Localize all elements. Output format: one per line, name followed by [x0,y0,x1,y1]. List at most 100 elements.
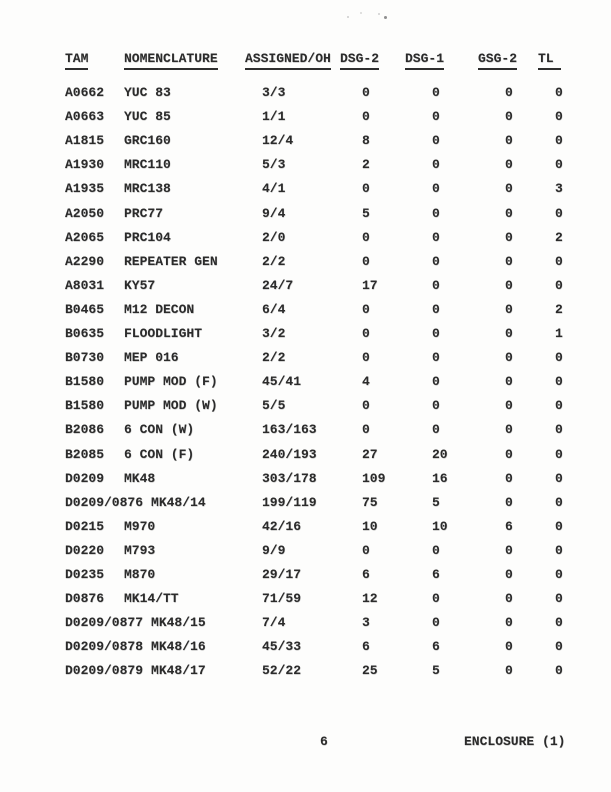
table-row: D0215 M970 42/16 10 10 6 0 [0,520,611,536]
cell-dsg1: 0 [432,278,440,293]
cell-assigned-oh: 1/1 [262,109,286,124]
cell-dsg2: 12 [362,591,378,606]
cell-tam: D0209/0878 [65,639,144,654]
cell-dsg2: 8 [362,133,370,148]
page-number: 6 [320,734,328,749]
cell-nomenclature: REPEATER GEN [124,254,218,269]
cell-assigned-oh: 4/1 [262,181,286,196]
cell-dsg2: 0 [362,543,370,558]
cell-dsg2: 0 [362,230,370,245]
cell-dsg2: 75 [362,495,378,510]
table-row: D0209 MK48 303/178 109 16 0 0 [0,472,611,488]
cell-nomenclature: PRC104 [124,230,171,245]
cell-dsg1: 0 [432,109,440,124]
cell-nomenclature: MK48/14 [151,495,206,510]
cell-gsg2: 0 [505,615,513,630]
cell-dsg1: 10 [432,519,448,534]
cell-tl: 0 [555,206,563,221]
col-header-gsg2: GSG-2 [478,52,518,70]
cell-assigned-oh: 7/4 [262,615,286,630]
cell-tam: B2085 [65,447,105,462]
cell-gsg2: 0 [505,302,513,317]
table-row: B0730 MEP 016 2/2 0 0 0 0 [0,351,611,367]
cell-tam: D0209 [65,471,105,486]
cell-gsg2: 0 [505,447,513,462]
table-header-row: TAM NOMENCLATURE ASSIGNED/OH DSG-2 DSG-1… [0,52,611,70]
cell-tl: 1 [555,326,563,341]
table-row: A1930 MRC110 5/3 2 0 0 0 [0,158,611,174]
col-header-tl: TL [538,52,561,70]
cell-tl: 0 [555,471,563,486]
cell-dsg1: 6 [432,639,440,654]
cell-assigned-oh: 29/17 [262,567,302,582]
cell-gsg2: 0 [505,326,513,341]
cell-dsg1: 0 [432,374,440,389]
cell-tam: D0209/0877 [65,615,144,630]
cell-assigned-oh: 2/0 [262,230,286,245]
table-row: A2050 PRC77 9/4 5 0 0 0 [0,207,611,223]
enclosure-label: ENCLOSURE (1) [464,734,566,749]
cell-dsg2: 6 [362,639,370,654]
cell-gsg2: 0 [505,278,513,293]
cell-nomenclature: KY57 [124,278,156,293]
cell-dsg1: 0 [432,254,440,269]
table-row: D0876 MK14/TT 71/59 12 0 0 0 [0,592,611,608]
cell-nomenclature: M870 [124,567,156,582]
cell-tl: 0 [555,133,563,148]
cell-gsg2: 0 [505,374,513,389]
cell-dsg2: 10 [362,519,378,534]
cell-nomenclature: YUC 83 [124,85,171,100]
cell-nomenclature: YUC 85 [124,109,171,124]
table-row: B1580 PUMP MOD (W) 5/5 0 0 0 0 [0,399,611,415]
cell-dsg2: 2 [362,157,370,172]
cell-tl: 0 [555,519,563,534]
cell-tl: 0 [555,422,563,437]
cell-nomenclature: MK48/15 [151,615,206,630]
cell-dsg2: 0 [362,326,370,341]
col-header-nomenclature: NOMENCLATURE [124,52,218,70]
cell-tam: D0876 [65,591,105,606]
cell-dsg2: 0 [362,350,370,365]
cell-tl: 0 [555,254,563,269]
cell-tam: A1815 [65,133,105,148]
cell-tam: A0662 [65,85,105,100]
cell-dsg1: 20 [432,447,448,462]
cell-tam: D0220 [65,543,105,558]
cell-nomenclature: FLOODLIGHT [124,326,203,341]
cell-tl: 0 [555,157,563,172]
cell-tl: 0 [555,278,563,293]
table-row: A2290 REPEATER GEN 2/2 0 0 0 0 [0,255,611,271]
cell-dsg2: 3 [362,615,370,630]
table-row: D0209/0876 MK48/14 199/119 75 5 0 0 [0,496,611,512]
scan-speck [378,13,380,15]
col-header-tam: TAM [65,52,89,70]
cell-assigned-oh: 3/2 [262,326,286,341]
cell-dsg1: 0 [432,302,440,317]
cell-tl: 0 [555,398,563,413]
cell-dsg1: 16 [432,471,448,486]
cell-dsg2: 0 [362,302,370,317]
cell-assigned-oh: 3/3 [262,85,286,100]
cell-tl: 0 [555,615,563,630]
cell-tam: A1930 [65,157,105,172]
table-row: A0663 YUC 85 1/1 0 0 0 0 [0,110,611,126]
cell-nomenclature: MEP 016 [124,350,179,365]
cell-tl: 0 [555,591,563,606]
cell-nomenclature: 6 CON (W) [124,422,195,437]
cell-nomenclature: MK48/17 [151,663,206,678]
cell-assigned-oh: 163/163 [262,422,317,437]
cell-assigned-oh: 24/7 [262,278,294,293]
cell-dsg2: 6 [362,567,370,582]
cell-gsg2: 6 [505,519,513,534]
col-header-dsg1: DSG-1 [405,52,445,70]
cell-tam: B2086 [65,422,105,437]
cell-tam: A2065 [65,230,105,245]
cell-tl: 0 [555,543,563,558]
cell-dsg2: 0 [362,109,370,124]
cell-gsg2: 0 [505,543,513,558]
cell-nomenclature: PUMP MOD (F) [124,374,218,389]
table-row: A8031 KY57 24/7 17 0 0 0 [0,279,611,295]
cell-tl: 0 [555,663,563,678]
cell-assigned-oh: 199/119 [262,495,317,510]
